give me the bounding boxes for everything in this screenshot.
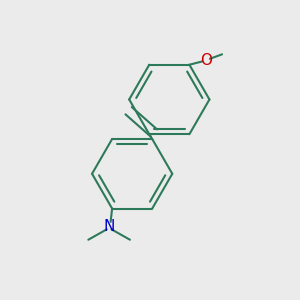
Text: N: N (103, 219, 115, 234)
Text: O: O (200, 53, 212, 68)
